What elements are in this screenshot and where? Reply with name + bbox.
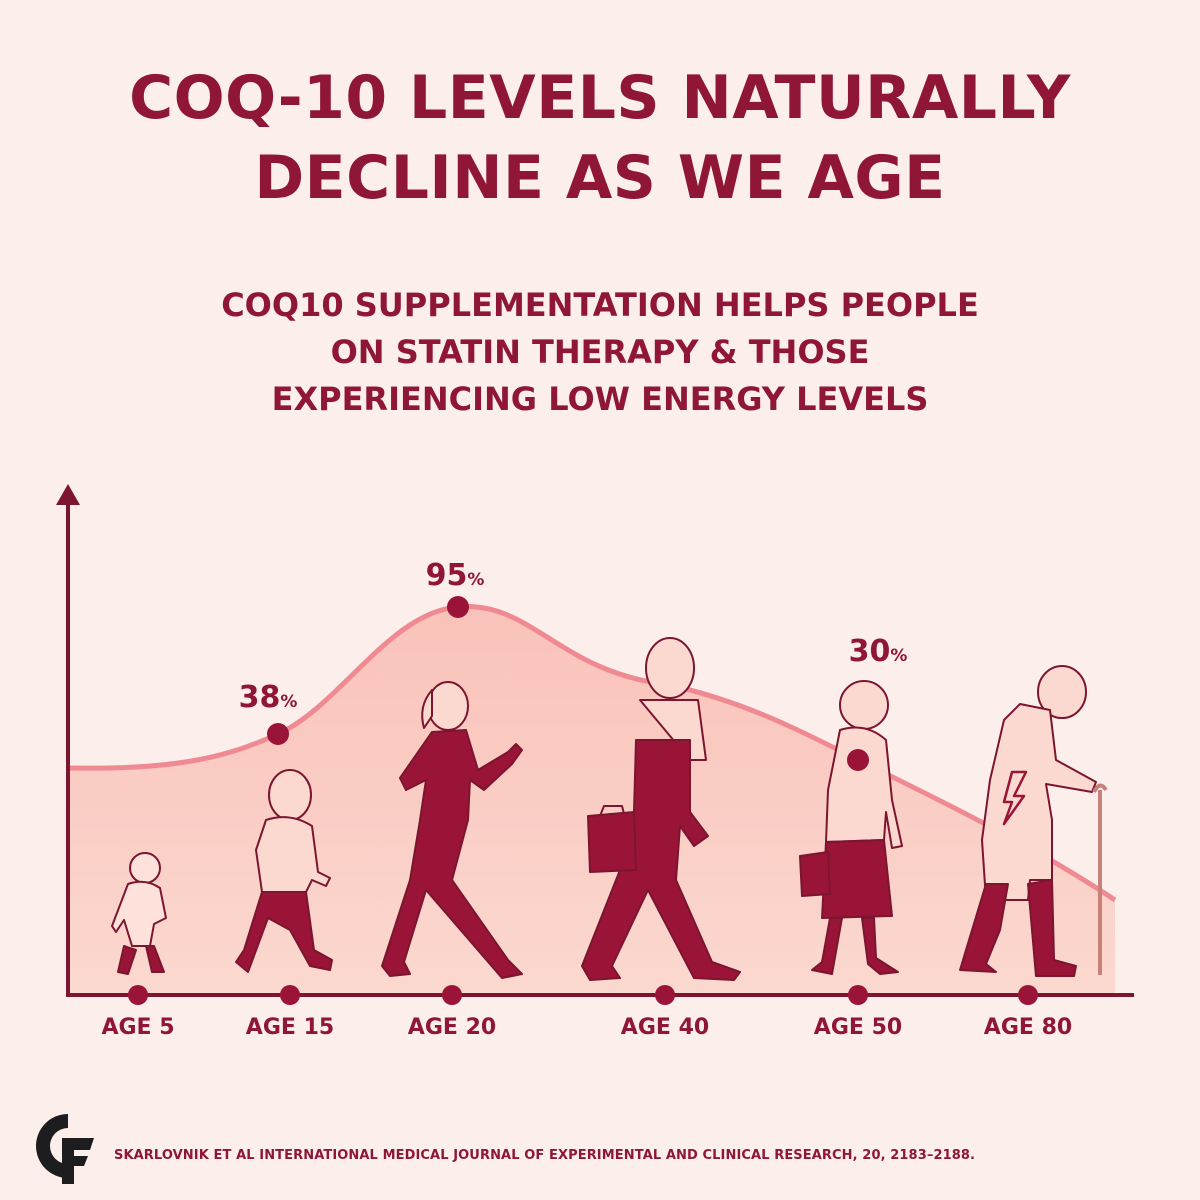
woman-with-phone-figure-icon [381, 681, 523, 979]
toddler-figure-icon [111, 852, 167, 975]
x-tick-label: AGE 80 [984, 1015, 1072, 1040]
source-citation: SKARLOVNIK ET AL INTERNATIONAL MEDICAL J… [114, 1148, 976, 1163]
x-axis-marker [848, 985, 868, 1005]
data-label: 38% [239, 680, 298, 715]
x-axis-marker [128, 985, 148, 1005]
chart-title-line-2: DECLINE AS WE AGE [254, 143, 946, 213]
x-tick-label: AGE 15 [246, 1015, 334, 1040]
chart-title-line-1: COQ-10 LEVELS NATURALLY [129, 63, 1071, 133]
chart-subtitle-line-3: EXPERIENCING LOW ENERGY LEVELS [271, 380, 929, 418]
chart-subtitle-line-1: COQ10 SUPPLEMENTATION HELPS PEOPLE [221, 286, 979, 324]
x-axis-marker [1018, 985, 1038, 1005]
data-label: 95% [426, 558, 485, 593]
age-figures [111, 637, 1108, 981]
man-with-briefcase-figure-icon [581, 637, 741, 981]
data-point [447, 596, 469, 618]
x-tick-label: AGE 50 [814, 1015, 902, 1040]
age-coq10-chart: AGE 5 AGE 15 AGE 20 AGE 40 AGE 50 AGE 80 38% 95… [56, 484, 1134, 1040]
chart-subtitle-line-2: ON STATIN THERAPY & THOSE [330, 333, 870, 371]
x-tick-label: AGE 5 [101, 1015, 174, 1040]
cf-logo-icon [36, 1114, 94, 1184]
child-figure-icon [235, 769, 333, 973]
x-axis-marker [280, 985, 300, 1005]
data-point [847, 749, 869, 771]
x-tick-label: AGE 40 [621, 1015, 709, 1040]
x-axis-marker [442, 985, 462, 1005]
data-label: 30% [849, 634, 908, 669]
y-axis-arrow-icon [56, 484, 80, 505]
chart-subtitle: COQ10 SUPPLEMENTATION HELPS PEOPLE ON ST… [0, 282, 1200, 423]
data-point [267, 723, 289, 745]
chart-marks: AGE 5 AGE 15 AGE 20 AGE 40 AGE 50 AGE 80 38% 95… [101, 558, 1072, 1040]
older-woman-figure-icon [799, 680, 903, 975]
chart-title: COQ-10 LEVELS NATURALLY DECLINE AS WE AG… [0, 58, 1200, 218]
elderly-man-with-cane-figure-icon [959, 665, 1108, 977]
x-axis-marker [655, 985, 675, 1005]
x-tick-label: AGE 20 [408, 1015, 496, 1040]
